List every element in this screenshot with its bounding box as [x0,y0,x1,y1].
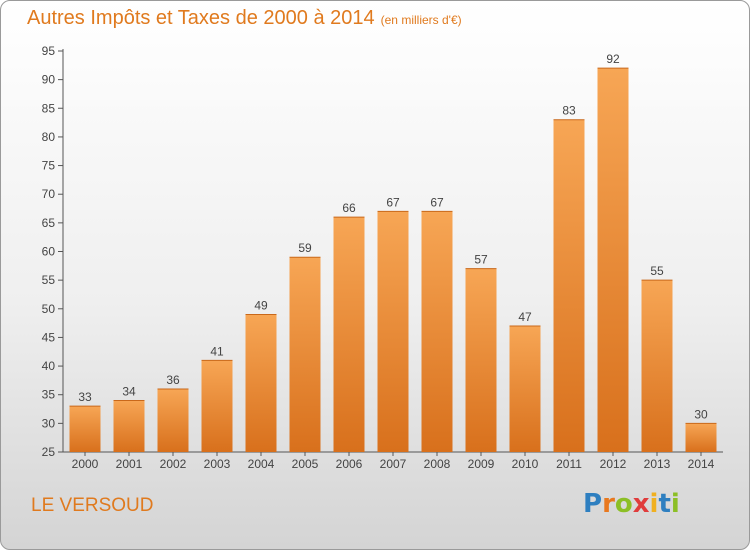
x-tick-label: 2006 [336,457,363,471]
data-label: 34 [122,384,136,398]
logo-letter: P [583,489,603,519]
proxiti-logo[interactable]: Proxiti [583,489,680,519]
data-label: 41 [210,344,224,358]
chart-title-text: Autres Impôts et Taxes de 2000 à 2014 [27,7,375,29]
bar [421,211,453,452]
bar [245,314,277,452]
bar [465,268,497,452]
y-tick-label: 35 [42,388,56,402]
y-tick-label: 40 [42,359,56,373]
logo-letter: i [670,489,680,519]
bar [157,388,189,452]
y-tick-label: 30 [42,416,56,430]
data-label: 49 [254,299,268,313]
bar [685,423,717,452]
x-tick-label: 2005 [292,457,319,471]
data-label: 55 [650,264,664,278]
bar [553,119,585,452]
y-tick-label: 75 [42,159,56,173]
bar [113,400,145,452]
data-label: 36 [166,373,180,387]
data-label: 67 [386,195,400,209]
x-tick-label: 2004 [248,457,275,471]
x-tick-label: 2014 [688,457,715,471]
y-tick-label: 25 [42,445,56,459]
bar [641,280,673,452]
x-tick-label: 2011 [556,457,582,471]
data-label: 66 [342,201,356,215]
y-tick-label: 70 [42,187,56,201]
y-tick-label: 55 [42,273,56,287]
data-label: 30 [694,407,708,421]
x-tick-label: 2007 [380,457,407,471]
town-name: LE VERSOUD [31,495,154,516]
logo-letter: r [602,489,615,519]
chart-title: Autres Impôts et Taxes de 2000 à 2014 (en… [27,7,462,30]
x-tick-label: 2008 [424,457,451,471]
bar [377,211,409,452]
bar [289,257,321,452]
y-tick-label: 90 [42,73,56,87]
data-label: 83 [562,104,576,118]
data-label: 57 [474,253,488,267]
logo-letter: x [632,489,650,519]
data-label: 33 [78,390,92,404]
bar [333,217,365,452]
bar [69,406,101,452]
plot-area: 25 30 35 40 45 50 55 60 65 70 75 80 85 90 95 33 2000 34 20… [42,44,723,471]
x-tick-label: 2012 [600,457,627,471]
bar [201,360,233,452]
y-tick-label: 45 [42,330,56,344]
x-tick-label: 2003 [204,457,231,471]
y-tick-label: 85 [42,101,56,115]
bar [597,68,629,452]
bar [509,325,541,452]
y-tick-label: 95 [42,44,56,58]
logo-letter: t [658,489,671,519]
y-tick-label: 65 [42,216,56,230]
data-label: 92 [606,52,620,66]
x-tick-label: 2009 [468,457,495,471]
y-tick-label: 50 [42,302,56,316]
x-tick-label: 2000 [72,457,99,471]
y-tick-label: 80 [42,130,56,144]
x-tick-label: 2010 [512,457,539,471]
x-tick-label: 2001 [116,457,143,471]
logo-letter: o [614,489,633,519]
logo-letter: i [649,489,659,519]
x-tick-label: 2013 [644,457,671,471]
data-label: 47 [518,310,532,324]
chart-subtitle: (en milliers d'€) [380,13,462,27]
data-label: 59 [298,241,312,255]
y-tick-label: 60 [42,245,56,259]
data-label: 67 [430,195,444,209]
x-tick-label: 2002 [160,457,187,471]
